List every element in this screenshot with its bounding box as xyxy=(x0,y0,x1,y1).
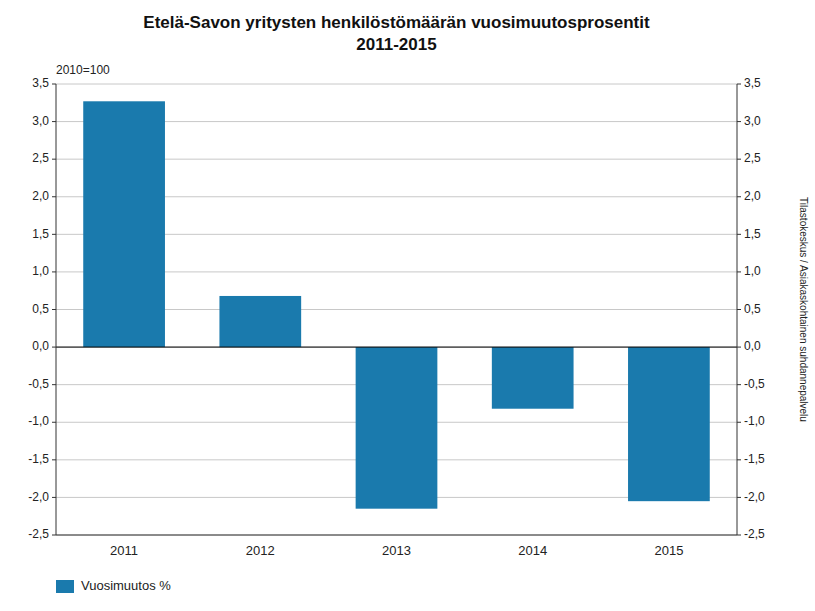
y-tick xyxy=(52,535,56,536)
y-tick xyxy=(52,121,56,122)
y2-tick-label: -2,5 xyxy=(744,527,765,541)
y-tick xyxy=(52,347,56,348)
grid-line xyxy=(56,84,737,85)
y2-tick-label: 0,0 xyxy=(744,339,761,353)
y-tick xyxy=(52,271,56,272)
y2-tick xyxy=(737,234,741,235)
bar xyxy=(83,101,165,347)
y2-tick-label: 0,5 xyxy=(744,302,761,316)
bar xyxy=(356,347,438,509)
y2-tick xyxy=(737,309,741,310)
x-tick-label: 2011 xyxy=(110,543,138,558)
y-tick-label: -1,0 xyxy=(28,414,49,428)
y2-tick xyxy=(737,535,741,536)
y2-tick xyxy=(737,422,741,423)
legend: Vuosimuutos % xyxy=(56,578,171,593)
y2-tick-label: 3,0 xyxy=(744,114,761,128)
y-tick-label: 0,0 xyxy=(32,339,49,353)
y2-tick xyxy=(737,384,741,385)
y2-tick xyxy=(737,347,741,348)
title: Etelä-Savon yritysten henkilöstömäärän v… xyxy=(143,13,650,54)
y2-axis: -2,5 -2,0 -1,5 -1,0 -0,5 0,0 0,5 1,0 1,5 2,0 2,5 3,… xyxy=(737,76,765,541)
x-tick-label: 2015 xyxy=(654,543,683,558)
y-tick-label: 3,0 xyxy=(32,114,49,128)
y-tick xyxy=(52,196,56,197)
bars xyxy=(83,101,710,508)
y-axis: -2,5 -2,0 -1,5 -1,0 -0,5 0,0 0,5 1,0 1,5 2,0 2,5 3,… xyxy=(28,76,56,541)
y2-tick-label: 3,5 xyxy=(744,76,761,90)
annotation: Tilastokeskus / Asiakaskohtainen suhdann… xyxy=(798,197,809,422)
y-tick-label: 0,5 xyxy=(32,302,49,316)
x-tick-label: 2014 xyxy=(518,543,547,558)
x-axis: 2011 2012 2013 2014 2015 xyxy=(110,543,683,558)
y-tick xyxy=(52,497,56,498)
bar xyxy=(492,347,574,409)
bar xyxy=(628,347,710,501)
y-tick-label: 1,0 xyxy=(32,264,49,278)
zero-line xyxy=(56,347,737,348)
background xyxy=(0,0,815,611)
y-label: 2010=100 xyxy=(56,63,110,77)
grid-line xyxy=(56,535,737,536)
y2-tick xyxy=(737,84,741,85)
y-tick-label: 1,5 xyxy=(32,227,49,241)
chart: -2,5 -2,0 -1,5 -1,0 -0,5 0,0 0,5 1,0 1,5 2,0 2,5 3,… xyxy=(0,0,815,611)
y2-tick-label: 1,5 xyxy=(744,227,761,241)
y-tick xyxy=(52,459,56,460)
bar xyxy=(219,296,301,347)
y-tick xyxy=(52,84,56,85)
y2-tick xyxy=(737,159,741,160)
x-axis-line xyxy=(56,535,737,536)
y-tick-label: 3,5 xyxy=(32,76,49,90)
y2-tick-label: -0,5 xyxy=(744,377,765,391)
legend-swatch xyxy=(56,580,74,593)
title-line: 2011-2015 xyxy=(356,35,436,54)
y-tick xyxy=(52,422,56,423)
x-tick-label: 2012 xyxy=(246,543,275,558)
y2-tick-label: 1,0 xyxy=(744,264,761,278)
grid-line xyxy=(56,347,737,348)
y-tick xyxy=(52,384,56,385)
y2-tick xyxy=(737,271,741,272)
y2-tick-label: -1,0 xyxy=(744,414,765,428)
y-tick-label: -2,5 xyxy=(28,527,49,541)
legend-label: Vuosimuutos % xyxy=(81,578,171,593)
y2-tick xyxy=(737,497,741,498)
y-tick xyxy=(52,159,56,160)
y-tick-label: -0,5 xyxy=(28,377,49,391)
y2-tick-label: -2,0 xyxy=(744,490,765,504)
y2-tick-label: 2,0 xyxy=(744,189,761,203)
y2-tick xyxy=(737,196,741,197)
y-tick-label: 2,5 xyxy=(32,151,49,165)
y-tick xyxy=(52,234,56,235)
y2-tick xyxy=(737,121,741,122)
y-tick-label: 2,0 xyxy=(32,189,49,203)
y-tick xyxy=(52,309,56,310)
y2-tick xyxy=(737,459,741,460)
title-line: Etelä-Savon yritysten henkilöstömäärän v… xyxy=(143,13,650,32)
y-tick-label: -1,5 xyxy=(28,452,49,466)
grid xyxy=(56,84,737,535)
y2-tick-label: 2,5 xyxy=(744,151,761,165)
x-tick-label: 2013 xyxy=(382,543,411,558)
y2-tick-label: -1,5 xyxy=(744,452,765,466)
y-tick-label: -2,0 xyxy=(28,490,49,504)
